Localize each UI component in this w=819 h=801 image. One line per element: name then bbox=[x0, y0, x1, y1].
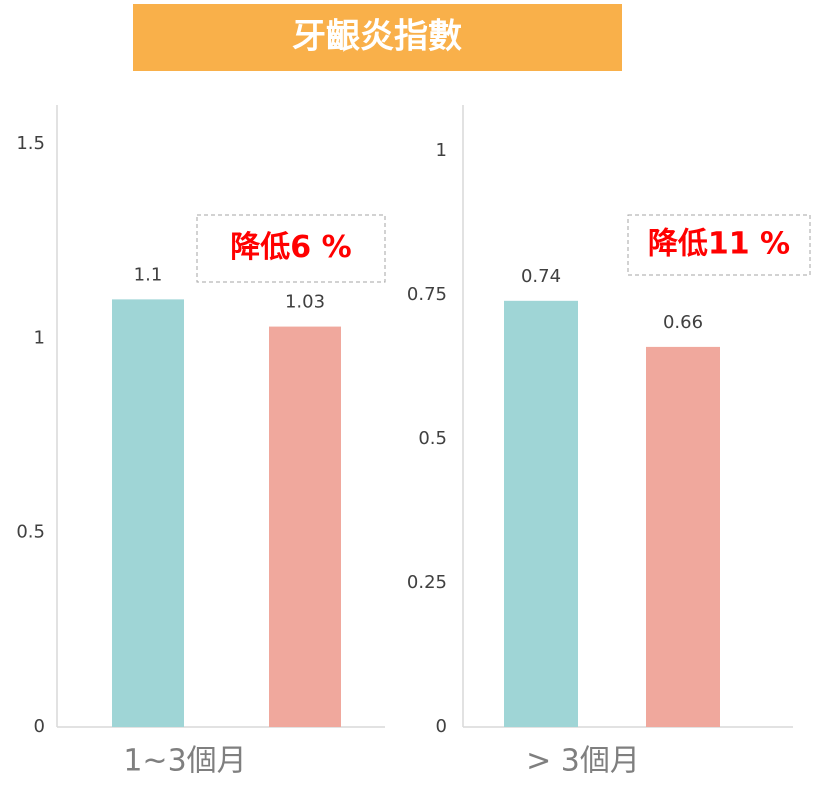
title: 牙齦炎指數 bbox=[292, 17, 462, 57]
y-tick-label: 0.25 bbox=[407, 572, 447, 593]
x-axis-label: > 3個月 bbox=[526, 744, 640, 779]
y-tick-label: 1.5 bbox=[16, 133, 45, 154]
value-label: 1.1 bbox=[134, 264, 163, 285]
bar bbox=[646, 346, 720, 727]
annotation: 降低6 % bbox=[230, 230, 351, 265]
x-axis-label: 1~3個月 bbox=[123, 744, 246, 779]
y-tick-label: 1 bbox=[436, 140, 447, 161]
value-label: 0.74 bbox=[521, 266, 561, 287]
value-label: 1.03 bbox=[285, 292, 325, 313]
y-tick-label: 1 bbox=[34, 327, 45, 348]
bar bbox=[112, 299, 184, 727]
bar bbox=[269, 326, 341, 727]
y-tick-label: 0.75 bbox=[407, 284, 447, 305]
y-tick-label: 0.5 bbox=[16, 522, 45, 543]
title-banner bbox=[133, 4, 622, 71]
y-tick-label: 0.5 bbox=[418, 428, 447, 449]
annotation-box bbox=[627, 214, 811, 276]
annotation-box bbox=[196, 214, 386, 283]
y-tick-label: 0 bbox=[436, 716, 447, 737]
annotation: 降低11 % bbox=[648, 227, 790, 262]
bar bbox=[504, 300, 578, 727]
y-tick-label: 0 bbox=[34, 716, 45, 737]
value-label: 0.66 bbox=[663, 312, 703, 333]
